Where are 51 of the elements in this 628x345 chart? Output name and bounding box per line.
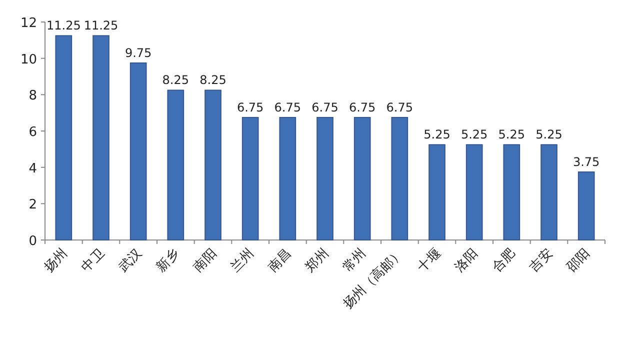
x-tick-label: 洛阳 — [452, 246, 482, 276]
x-tick-label: 邵阳 — [564, 246, 594, 276]
x-tick-label: 中卫 — [78, 246, 108, 276]
x-tick-label: 南阳 — [190, 246, 220, 276]
bar — [92, 35, 110, 240]
y-tick-label: 0 — [28, 234, 37, 249]
data-label: 5.25 — [424, 128, 450, 142]
bar — [354, 116, 371, 240]
x-tick-label: 扬州 — [42, 246, 70, 276]
y-tick-label: 2 — [28, 198, 37, 213]
bar — [466, 144, 483, 240]
data-label: 6.75 — [386, 100, 414, 114]
x-tick-label: 新乡 — [154, 246, 182, 276]
y-tick-label: 10 — [20, 52, 37, 68]
bar — [316, 116, 334, 240]
bar — [130, 62, 147, 240]
x-tick-label: 南昌 — [266, 246, 294, 276]
bar — [391, 116, 408, 240]
data-label: 6.75 — [312, 100, 338, 114]
y-tick-label: 12 — [20, 16, 37, 31]
x-tick-label: 郑州 — [302, 246, 332, 276]
data-label: 5.25 — [460, 128, 488, 142]
y-tick-label: 8 — [28, 88, 37, 104]
x-tick-label: 武汉 — [116, 246, 146, 276]
data-label: 11.25 — [84, 18, 118, 33]
y-tick-label: 4 — [28, 161, 37, 176]
bar — [167, 90, 184, 240]
y-tick-label: 6 — [28, 125, 37, 140]
x-tick-label: 吉安 — [526, 246, 556, 276]
data-label: 6.75 — [236, 100, 264, 114]
data-label: 3.75 — [572, 154, 600, 169]
bar — [503, 144, 520, 240]
data-label: 6.75 — [348, 100, 376, 114]
data-label: 5.25 — [536, 128, 562, 142]
data-label: 6.75 — [274, 100, 302, 114]
bar — [540, 144, 558, 240]
x-tick-label: 合肥 — [490, 246, 518, 276]
data-label: 8.25 — [162, 73, 190, 88]
data-label: 8.25 — [200, 73, 226, 88]
bar — [242, 116, 259, 240]
data-label: 5.25 — [498, 128, 526, 142]
bar — [578, 171, 595, 240]
x-tick-label: 常州 — [340, 246, 370, 276]
data-label: 9.75 — [124, 46, 152, 60]
x-tick-label: 十堰 — [414, 246, 444, 276]
bar — [55, 35, 72, 240]
x-tick-label: 兰州 — [228, 246, 258, 276]
bar — [428, 144, 446, 240]
bar — [279, 116, 296, 240]
bar — [204, 90, 222, 240]
data-label: 11.25 — [46, 18, 81, 33]
